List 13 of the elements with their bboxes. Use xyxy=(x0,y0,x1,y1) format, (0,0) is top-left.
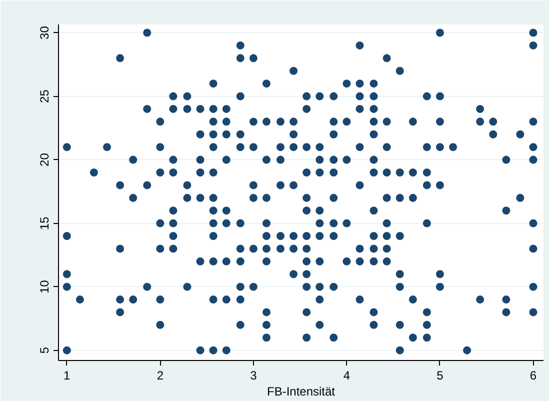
x-tick-label: 6 xyxy=(530,368,537,382)
y-tick-label: 5 xyxy=(38,346,52,354)
y-tick-label: 15 xyxy=(38,216,52,230)
y-tick-label: 20 xyxy=(38,152,52,166)
y-tick-label: 10 xyxy=(38,280,52,294)
x-tick-label: 1 xyxy=(64,368,71,382)
x-tick-label: 2 xyxy=(156,368,164,382)
x-tick-label: 4 xyxy=(343,368,350,382)
x-axis-title: FB-Intensität xyxy=(266,384,336,398)
y-tick-label: 30 xyxy=(38,26,52,40)
x-tick-label: 3 xyxy=(250,368,258,382)
x-tick-label: 5 xyxy=(436,368,444,382)
y-tick-label: 25 xyxy=(38,89,52,103)
